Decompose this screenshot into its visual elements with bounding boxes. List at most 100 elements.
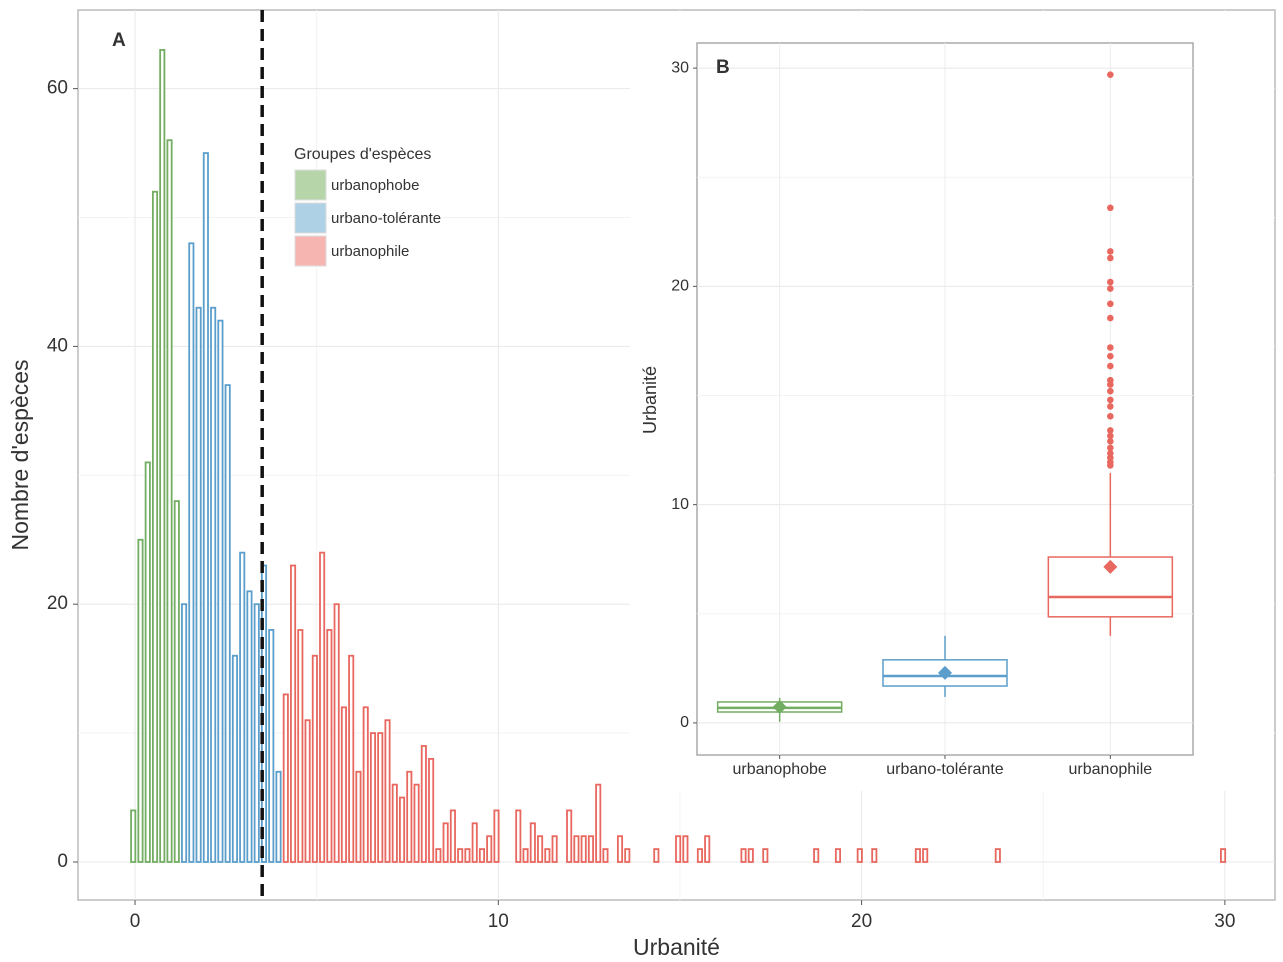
x-tick-label: urbanophobe: [733, 761, 827, 778]
histogram-bar: [602, 848, 609, 863]
histogram-bar: [856, 848, 863, 863]
x-tick-label: 30: [1214, 911, 1235, 932]
outlier: [1107, 387, 1114, 395]
histogram-bar: [616, 835, 624, 863]
histogram-bar: [348, 654, 355, 863]
histogram-bar: [173, 500, 180, 863]
y-tick-label: 10: [671, 496, 689, 513]
histogram-bar: [449, 809, 456, 863]
x-axis-label: Urbanité: [633, 934, 720, 960]
histogram-bar: [362, 706, 369, 863]
histogram-bar: [268, 629, 275, 863]
legend-label: urbanophobe: [331, 177, 419, 194]
histogram-bar: [319, 551, 326, 863]
histogram-bar: [144, 461, 151, 863]
histogram-bar: [464, 848, 471, 863]
histogram-bar: [399, 796, 406, 863]
histogram-bar: [471, 822, 478, 863]
histogram-bar: [340, 706, 347, 863]
mean-marker: [772, 699, 787, 714]
outlier: [1107, 396, 1114, 404]
histogram-bar: [522, 848, 529, 863]
histogram-bar: [704, 835, 711, 863]
histogram-bar: [275, 770, 282, 863]
outlier: [1107, 71, 1114, 78]
histogram-bar: [130, 809, 137, 863]
histogram-bar: [696, 848, 703, 863]
outlier: [1107, 432, 1114, 440]
y-axis-label: Urbanité: [640, 366, 660, 434]
x-tick-label: urbano-tolérante: [886, 761, 1004, 778]
histogram-bar: [224, 384, 231, 863]
histogram-bar: [151, 190, 159, 863]
histogram-bar: [653, 848, 660, 863]
histogram-bar: [384, 719, 391, 863]
y-tick-label: 0: [680, 714, 689, 731]
histogram-bar: [682, 835, 689, 863]
histogram-bar: [282, 693, 289, 863]
histogram-bar: [290, 564, 297, 863]
mean-marker: [938, 665, 952, 680]
histogram-bar: [333, 603, 340, 863]
outlier: [1107, 427, 1114, 434]
histogram-bar: [566, 809, 573, 863]
y-tick-label: 40: [47, 335, 68, 356]
histogram-bar: [246, 590, 253, 863]
histogram-bar: [624, 848, 631, 863]
outlier: [1107, 300, 1114, 308]
outlier: [1107, 444, 1114, 452]
outlier: [1107, 381, 1114, 388]
legend-key: [294, 235, 327, 267]
outlier: [1107, 344, 1114, 351]
histogram-bar: [369, 732, 377, 863]
histogram-bar: [478, 848, 485, 863]
histogram-bar: [239, 551, 246, 863]
x-tick-label: 20: [851, 911, 872, 932]
histogram-bar: [587, 835, 594, 863]
legend-key: [294, 202, 327, 234]
histogram-bar: [580, 835, 587, 863]
outlier: [1107, 352, 1114, 360]
x-tick-label: urbanophile: [1069, 761, 1153, 778]
histogram-bar: [457, 848, 464, 863]
x-tick-label: 0: [130, 911, 141, 932]
y-tick-label: 20: [671, 278, 689, 295]
histogram-bar: [834, 848, 842, 863]
histogram-bar: [210, 306, 217, 863]
outlier: [1107, 285, 1114, 292]
histogram-bar: [813, 848, 820, 863]
outlier: [1107, 362, 1114, 370]
histogram-bar: [406, 770, 413, 863]
histogram-bar: [231, 654, 238, 863]
histogram-bar: [420, 745, 427, 863]
histogram-bar: [195, 306, 202, 863]
legend-key: [294, 169, 327, 201]
histogram-bar: [922, 848, 929, 863]
histogram-bar: [1220, 848, 1227, 863]
outlier: [1107, 438, 1114, 445]
histogram-bar: [253, 603, 260, 863]
outlier: [1107, 278, 1114, 286]
outlier: [1107, 254, 1114, 262]
outlier: [1107, 204, 1114, 212]
histogram-bar: [595, 783, 602, 863]
histogram-bar: [442, 822, 449, 863]
histogram-bar: [181, 603, 188, 863]
histogram-bar: [544, 848, 551, 863]
histogram-bar: [493, 809, 500, 863]
histogram-bar: [217, 319, 224, 863]
outlier: [1107, 412, 1114, 420]
histogram-bar: [355, 770, 362, 863]
histogram-bar: [871, 848, 878, 863]
histogram-bar: [914, 848, 921, 863]
legend-label: urbanophile: [331, 243, 409, 260]
histogram-bar: [747, 848, 754, 863]
histogram-bar: [166, 139, 173, 863]
histogram-bar: [675, 835, 682, 863]
histogram-bar: [573, 835, 580, 863]
histogram-bar: [304, 719, 311, 863]
histogram-bar: [188, 242, 195, 863]
histogram-bar: [137, 538, 144, 863]
histogram-bar: [435, 848, 442, 863]
